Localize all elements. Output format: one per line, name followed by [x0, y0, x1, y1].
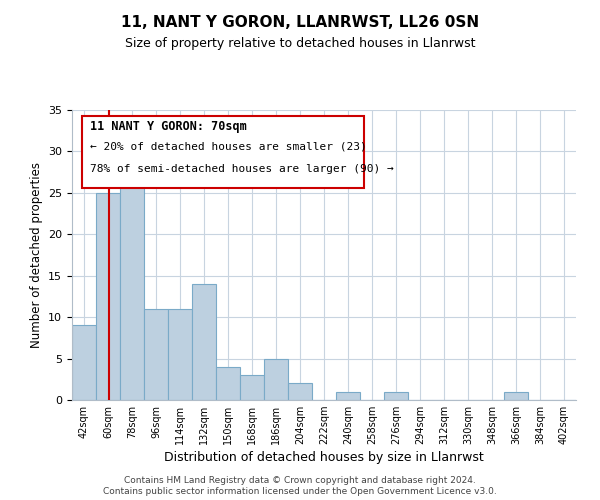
Text: Distribution of detached houses by size in Llanrwst: Distribution of detached houses by size …: [164, 451, 484, 464]
Bar: [240, 375, 264, 400]
FancyBboxPatch shape: [82, 116, 364, 188]
Bar: [192, 284, 216, 400]
Text: Size of property relative to detached houses in Llanrwst: Size of property relative to detached ho…: [125, 38, 475, 51]
Bar: [504, 392, 528, 400]
Bar: [120, 168, 144, 400]
Text: 11, NANT Y GORON, LLANRWST, LL26 0SN: 11, NANT Y GORON, LLANRWST, LL26 0SN: [121, 15, 479, 30]
Bar: [216, 367, 240, 400]
Bar: [72, 326, 96, 400]
Text: ← 20% of detached houses are smaller (23): ← 20% of detached houses are smaller (23…: [89, 142, 367, 152]
Bar: [288, 384, 312, 400]
Bar: [336, 392, 360, 400]
Bar: [168, 309, 192, 400]
Bar: [384, 392, 408, 400]
Bar: [144, 309, 168, 400]
Bar: [96, 193, 120, 400]
Y-axis label: Number of detached properties: Number of detached properties: [29, 162, 43, 348]
Text: Contains HM Land Registry data © Crown copyright and database right 2024.: Contains HM Land Registry data © Crown c…: [124, 476, 476, 485]
Text: Contains public sector information licensed under the Open Government Licence v3: Contains public sector information licen…: [103, 487, 497, 496]
Text: 78% of semi-detached houses are larger (90) →: 78% of semi-detached houses are larger (…: [89, 164, 394, 173]
Text: 11 NANT Y GORON: 70sqm: 11 NANT Y GORON: 70sqm: [89, 120, 247, 133]
Bar: [264, 358, 288, 400]
